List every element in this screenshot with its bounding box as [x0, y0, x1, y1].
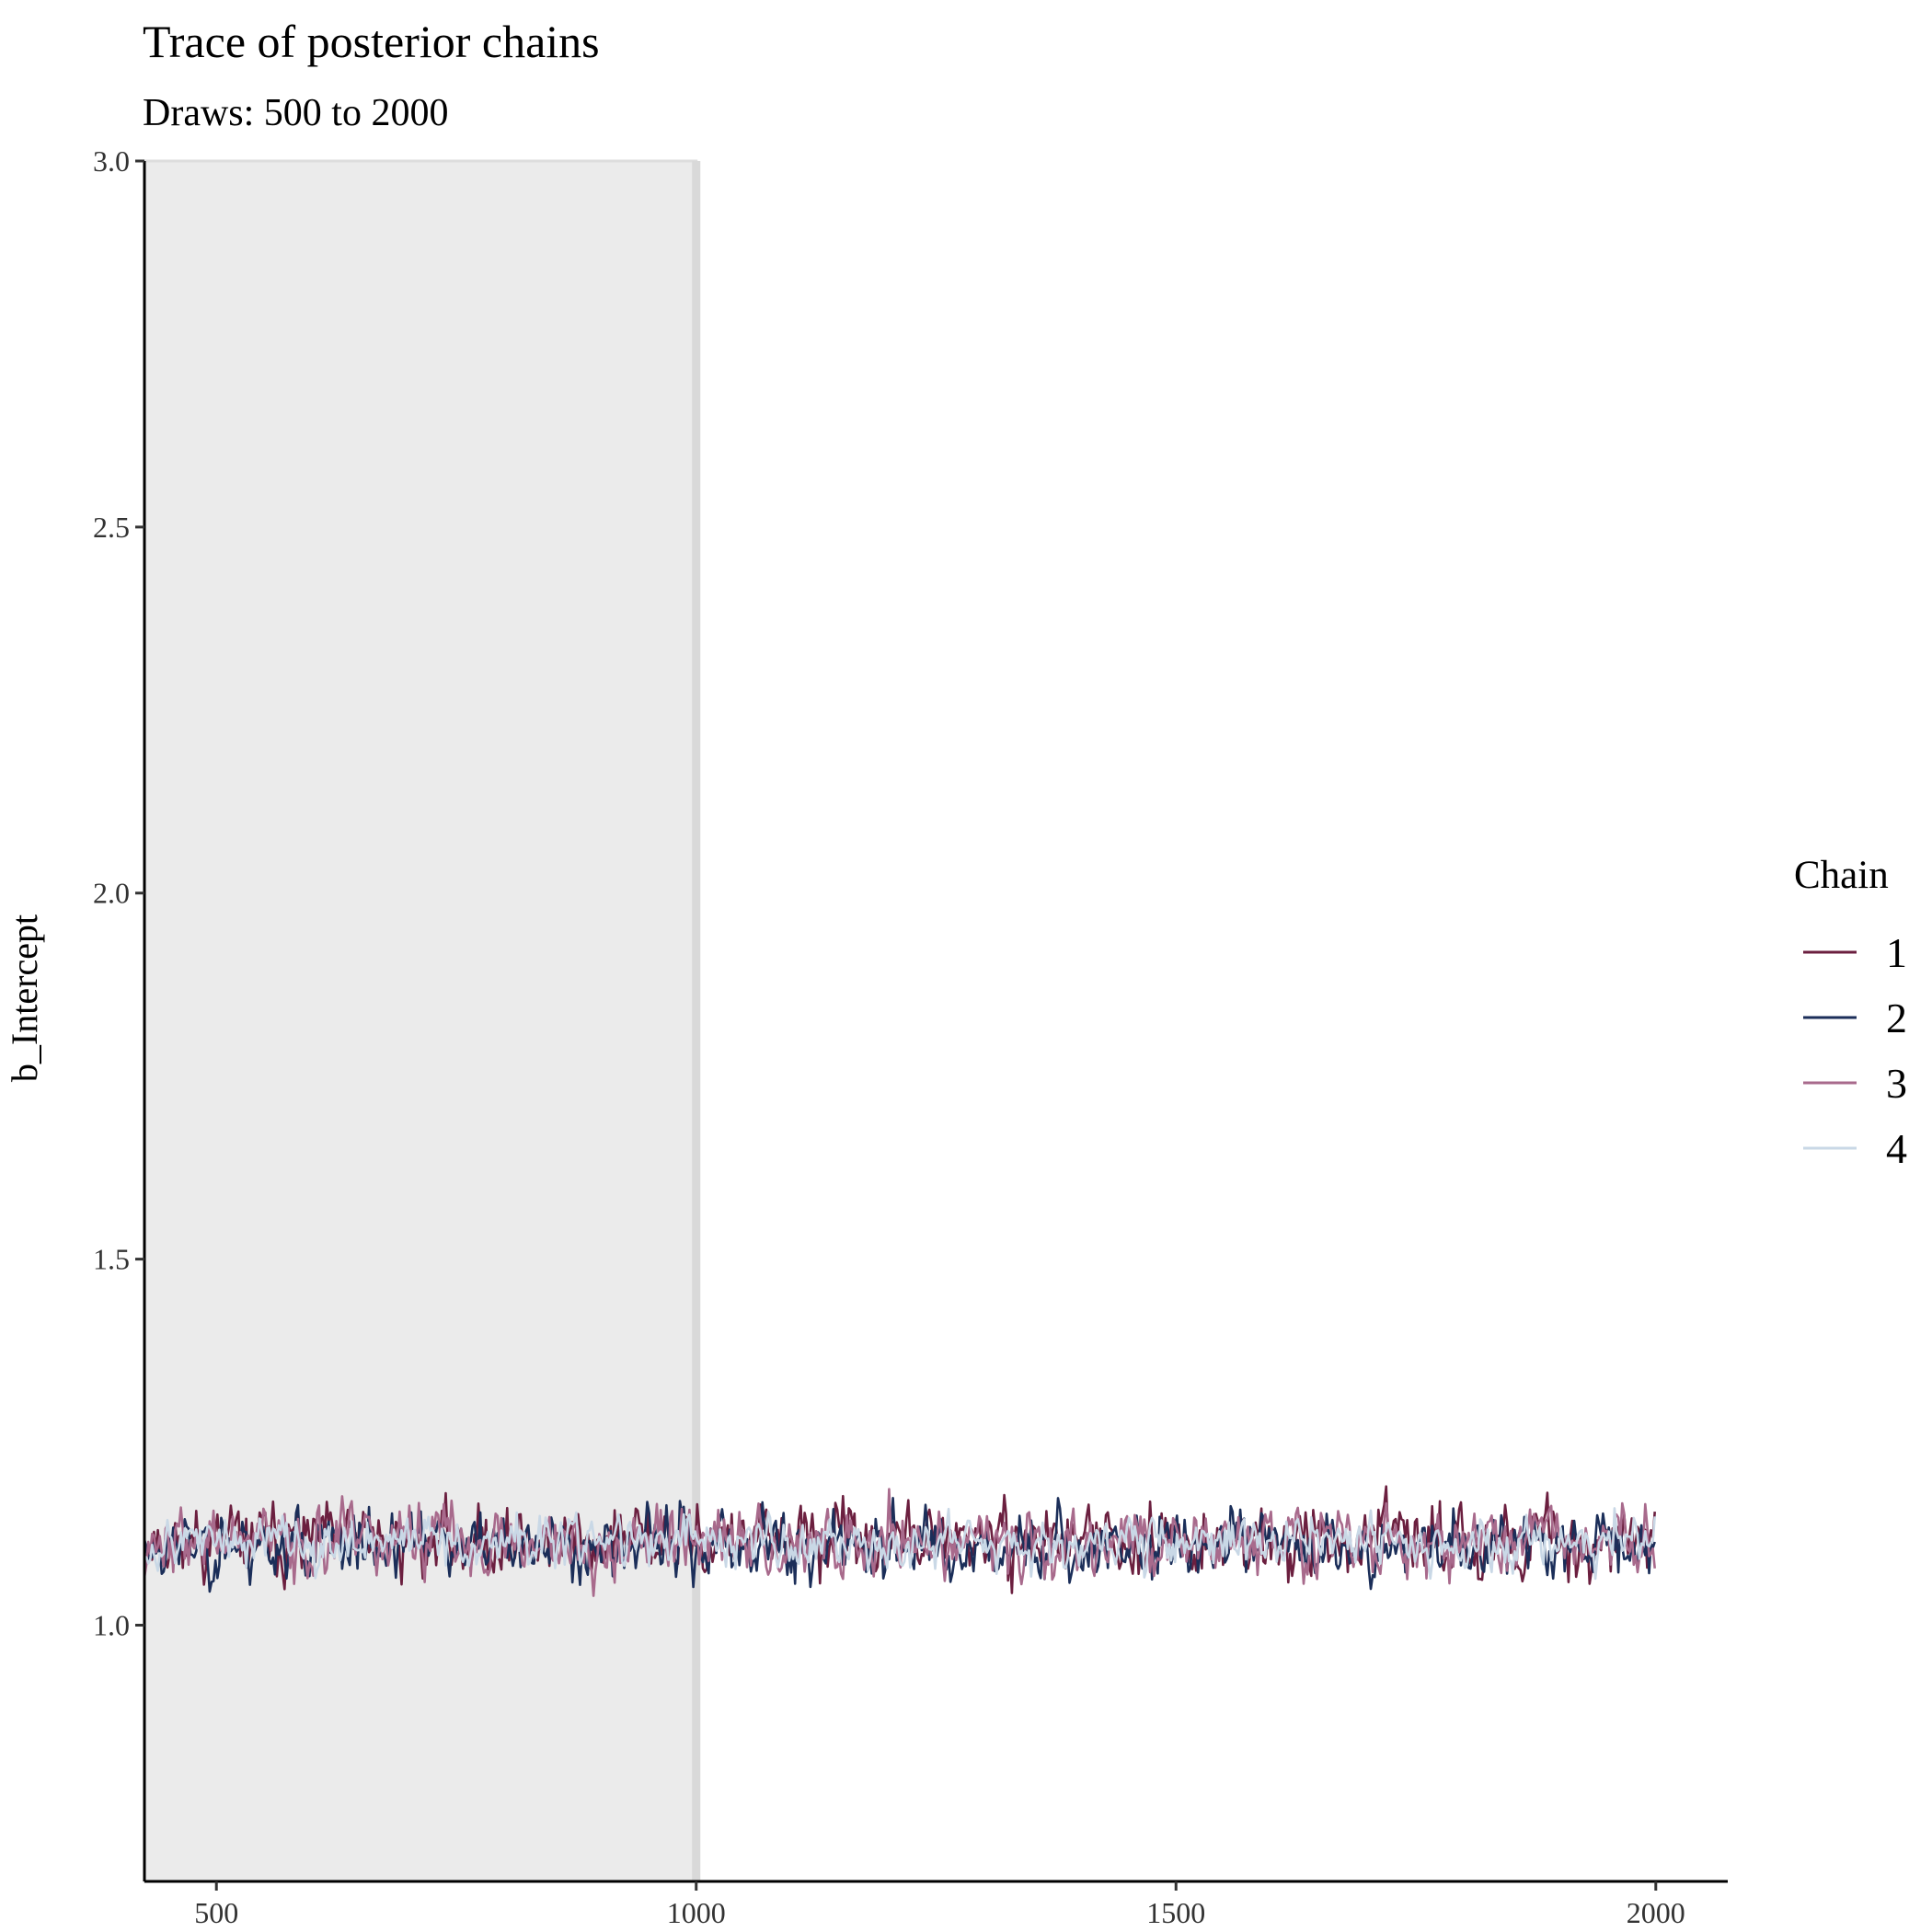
legend-item-chain-4: 4: [1803, 1125, 1907, 1172]
warmup-region: [143, 159, 698, 1883]
chart-title: Trace of posterior chains: [143, 16, 600, 67]
chart-subtitle: Draws: 500 to 2000: [143, 92, 448, 134]
y-tick-label: 1.5: [93, 1243, 130, 1276]
plot-panel: 1.0 1.5 2.0 2.5 3.0 500 1000 1500 2000: [93, 144, 1728, 1929]
series-line-chain-1: [143, 1485, 1656, 1594]
y-tick-label: 3.0: [93, 144, 130, 178]
legend-label: 1: [1886, 929, 1907, 976]
y-axis-title: b_Intercept: [4, 914, 45, 1082]
y-tick-label: 2.5: [93, 511, 130, 544]
y-tick-label: 1.0: [93, 1608, 130, 1641]
x-tick-label: 500: [194, 1896, 238, 1929]
legend-item-chain-1: 1: [1803, 929, 1907, 976]
legend-title: Chain: [1794, 854, 1889, 897]
x-tick-label: 1000: [667, 1896, 726, 1929]
x-axis-ticks: 500 1000 1500 2000: [194, 1881, 1685, 1929]
series-line-chain-4: [144, 1507, 1656, 1581]
y-tick-label: 2.0: [93, 877, 130, 910]
legend: Chain 1 2 3 4: [1794, 854, 1907, 1172]
legend-label: 3: [1886, 1060, 1907, 1107]
legend-label: 2: [1886, 995, 1907, 1041]
x-tick-label: 2000: [1627, 1896, 1685, 1929]
legend-item-chain-3: 3: [1803, 1060, 1907, 1107]
legend-label: 4: [1886, 1125, 1907, 1172]
series-layer: [143, 1485, 1656, 1597]
x-tick-label: 1500: [1146, 1896, 1205, 1929]
y-axis-ticks: 1.0 1.5 2.0 2.5 3.0: [93, 144, 144, 1641]
legend-item-chain-2: 2: [1803, 995, 1907, 1041]
